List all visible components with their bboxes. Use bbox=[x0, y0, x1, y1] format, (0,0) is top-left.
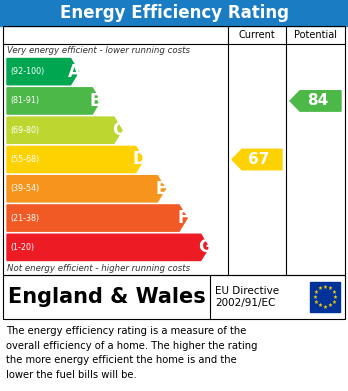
Text: (39-54): (39-54) bbox=[10, 184, 39, 193]
Text: ★: ★ bbox=[313, 294, 317, 300]
Text: Very energy efficient - lower running costs: Very energy efficient - lower running co… bbox=[7, 46, 190, 55]
Text: (69-80): (69-80) bbox=[10, 126, 39, 135]
Text: ★: ★ bbox=[318, 286, 323, 291]
Text: 2002/91/EC: 2002/91/EC bbox=[215, 298, 275, 308]
Text: E: E bbox=[156, 180, 167, 198]
Polygon shape bbox=[232, 149, 282, 170]
Bar bbox=[3, 26, 345, 275]
Text: (55-68): (55-68) bbox=[10, 155, 39, 164]
Text: ★: ★ bbox=[318, 303, 323, 308]
Polygon shape bbox=[7, 88, 100, 114]
Text: D: D bbox=[133, 151, 147, 169]
Text: ★: ★ bbox=[314, 300, 319, 305]
Text: (1-20): (1-20) bbox=[10, 243, 34, 252]
Text: A: A bbox=[68, 63, 81, 81]
Text: ★: ★ bbox=[327, 286, 332, 291]
Text: England & Wales: England & Wales bbox=[8, 287, 206, 307]
Text: Energy Efficiency Rating: Energy Efficiency Rating bbox=[60, 4, 288, 22]
Polygon shape bbox=[7, 176, 165, 202]
Text: (81-91): (81-91) bbox=[10, 97, 39, 106]
Polygon shape bbox=[7, 59, 79, 85]
Text: G: G bbox=[198, 239, 212, 256]
Text: ★: ★ bbox=[327, 303, 332, 308]
Text: (92-100): (92-100) bbox=[10, 67, 44, 76]
Text: (21-38): (21-38) bbox=[10, 213, 39, 222]
Text: 67: 67 bbox=[248, 152, 270, 167]
Text: ★: ★ bbox=[314, 289, 319, 294]
Text: F: F bbox=[177, 209, 189, 227]
Bar bbox=[3, 275, 345, 319]
Bar bbox=[310, 282, 340, 312]
Text: Potential: Potential bbox=[294, 30, 337, 40]
Polygon shape bbox=[7, 234, 209, 260]
Text: The energy efficiency rating is a measure of the
overall efficiency of a home. T: The energy efficiency rating is a measur… bbox=[6, 326, 258, 380]
Text: Current: Current bbox=[239, 30, 275, 40]
Polygon shape bbox=[7, 117, 122, 143]
Text: ★: ★ bbox=[331, 289, 336, 294]
Text: C: C bbox=[112, 121, 124, 139]
Polygon shape bbox=[290, 91, 341, 111]
Text: EU Directive: EU Directive bbox=[215, 286, 279, 296]
Bar bbox=[0, 0, 348, 26]
Text: ★: ★ bbox=[331, 300, 336, 305]
Text: B: B bbox=[90, 92, 103, 110]
Polygon shape bbox=[7, 146, 144, 173]
Text: ★: ★ bbox=[323, 285, 327, 289]
Polygon shape bbox=[7, 205, 187, 231]
Text: ★: ★ bbox=[333, 294, 338, 300]
Text: ★: ★ bbox=[323, 305, 327, 310]
Text: Not energy efficient - higher running costs: Not energy efficient - higher running co… bbox=[7, 264, 190, 273]
Text: 84: 84 bbox=[307, 93, 328, 108]
